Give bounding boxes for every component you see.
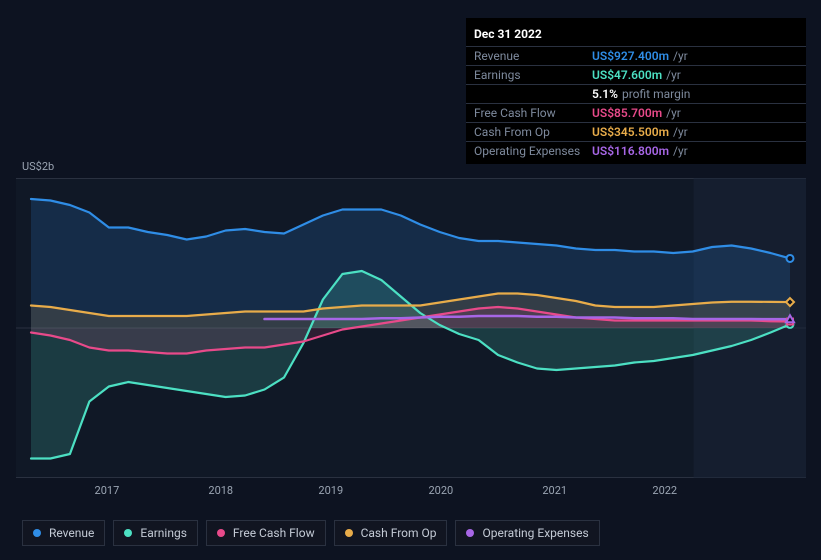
- x-axis-tick: 2019: [318, 484, 343, 497]
- legend-item-earnings[interactable]: Earnings: [113, 520, 198, 546]
- tooltip-suffix: profit margin: [622, 88, 690, 100]
- tooltip-row: Cash From OpUS$345.500m/yr: [466, 122, 806, 141]
- x-axis-tick: 2021: [542, 484, 567, 497]
- tooltip-row: 5.1% profit margin: [466, 84, 806, 103]
- legend-dot: [345, 529, 353, 537]
- x-axis-tick: 2020: [428, 484, 453, 497]
- legend-label: Operating Expenses: [482, 526, 588, 540]
- tooltip-suffix: /yr: [673, 126, 688, 138]
- legend-dot: [33, 529, 41, 537]
- x-axis: 2017 2018 2019 2020 2021 2022: [16, 484, 806, 504]
- chart-legend: Revenue Earnings Free Cash Flow Cash From O…: [22, 520, 600, 546]
- tooltip-date: Dec 31 2022: [466, 26, 806, 46]
- legend-dot: [217, 529, 225, 537]
- tooltip-suffix: /yr: [666, 69, 681, 81]
- legend-dot: [124, 529, 132, 537]
- tooltip-row: Free Cash FlowUS$85.700m/yr: [466, 103, 806, 122]
- tooltip-panel: Dec 31 2022 RevenueUS$927.400m/yrEarning…: [466, 18, 806, 164]
- legend-item-opex[interactable]: Operating Expenses: [455, 520, 599, 546]
- tooltip-row: EarningsUS$47.600m/yr: [466, 65, 806, 84]
- tooltip-label: Cash From Op: [474, 126, 592, 138]
- tooltip-value: US$85.700m: [592, 107, 662, 119]
- tooltip-suffix: /yr: [673, 145, 688, 157]
- tooltip-label: Free Cash Flow: [474, 107, 592, 119]
- y-axis-label: US$2b: [22, 160, 54, 173]
- tooltip-suffix: /yr: [666, 107, 681, 119]
- legend-dot: [466, 529, 474, 537]
- tooltip-label: Revenue: [474, 50, 592, 62]
- tooltip-label: Earnings: [474, 69, 592, 81]
- tooltip-suffix: /yr: [673, 50, 688, 62]
- legend-label: Revenue: [49, 526, 94, 540]
- tooltip-value: US$345.500m: [592, 126, 669, 138]
- legend-label: Free Cash Flow: [233, 526, 315, 540]
- financials-chart[interactable]: [16, 178, 806, 478]
- x-axis-tick: 2018: [208, 484, 233, 497]
- x-axis-tick: 2017: [95, 484, 120, 497]
- tooltip-row: Operating ExpensesUS$116.800m/yr: [466, 141, 806, 160]
- tooltip-value: US$927.400m: [592, 50, 669, 62]
- chart-container: Dec 31 2022 RevenueUS$927.400m/yrEarning…: [0, 0, 821, 560]
- legend-item-fcf[interactable]: Free Cash Flow: [206, 520, 326, 546]
- tooltip-label: Operating Expenses: [474, 145, 592, 157]
- legend-item-revenue[interactable]: Revenue: [22, 520, 105, 546]
- tooltip-value: US$47.600m: [592, 69, 662, 81]
- legend-item-cfo[interactable]: Cash From Op: [334, 520, 448, 546]
- tooltip-row: RevenueUS$927.400m/yr: [466, 46, 806, 65]
- legend-label: Cash From Op: [361, 526, 437, 540]
- tooltip-value: 5.1%: [592, 88, 618, 100]
- tooltip-value: US$116.800m: [592, 145, 669, 157]
- x-axis-tick: 2022: [652, 484, 677, 497]
- legend-label: Earnings: [140, 526, 187, 540]
